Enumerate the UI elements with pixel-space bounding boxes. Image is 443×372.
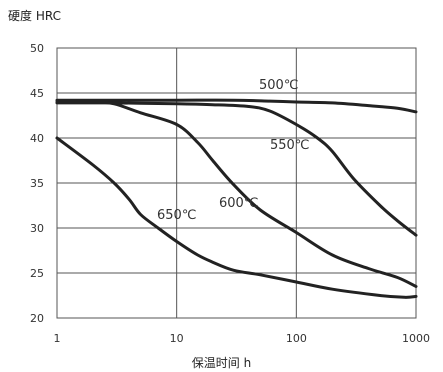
y-tick-label: 50 <box>30 42 44 55</box>
x-axis-title: 保温时间 h <box>191 356 252 370</box>
x-tick-label: 1000 <box>402 332 430 345</box>
curve-labels: 500℃ 550℃ 600℃ 650℃ <box>157 78 309 223</box>
tick-labels: 20 25 30 35 40 45 50 1 10 100 1000 <box>30 42 430 345</box>
curve-label: 500℃ <box>259 78 298 93</box>
curve-label: 600℃ <box>219 196 258 211</box>
curve-label: 650℃ <box>157 208 196 223</box>
series-line <box>55 136 418 299</box>
series-line <box>55 101 418 237</box>
grid <box>56 47 417 319</box>
y-tick-label: 25 <box>30 267 44 280</box>
y-tick-label: 35 <box>30 177 44 190</box>
y-tick-label: 45 <box>30 87 44 100</box>
series-line <box>55 98 418 114</box>
curve-label: 550℃ <box>270 138 309 153</box>
y-tick-label: 20 <box>30 312 44 325</box>
series-lines <box>55 98 418 299</box>
series-line <box>55 100 418 288</box>
x-tick-label: 10 <box>170 332 184 345</box>
x-tick-label: 1 <box>54 332 61 345</box>
y-tick-label: 30 <box>30 222 44 235</box>
x-tick-label: 100 <box>286 332 307 345</box>
y-tick-label: 40 <box>30 132 44 145</box>
y-axis-title: 硬度 HRC <box>8 9 61 23</box>
